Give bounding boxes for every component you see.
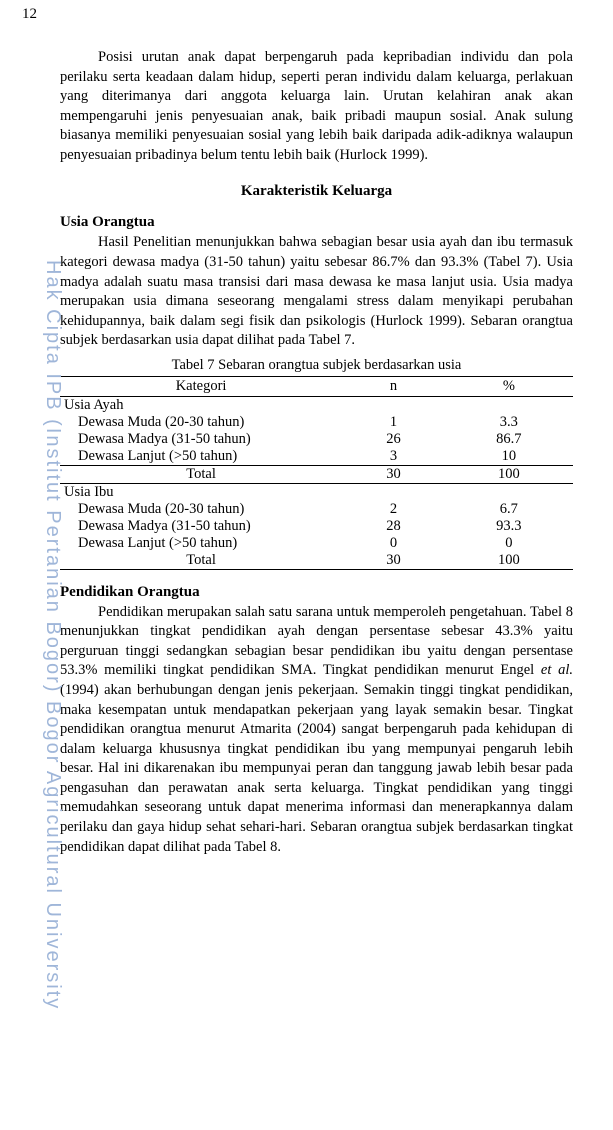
paragraph-2-text: Hasil Penelitian menunjukkan bahwa sebag…	[60, 234, 573, 348]
total-label: Total	[60, 465, 342, 483]
cell-n: 26	[342, 431, 445, 448]
paragraph-3-text-b: (1994) akan berhubungan dengan jenis pek…	[60, 682, 573, 855]
table-row: Dewasa Madya (31-50 tahun) 28 93.3	[60, 518, 573, 535]
page-number: 12	[22, 6, 37, 23]
table-row: Dewasa Lanjut (>50 tahun) 0 0	[60, 535, 573, 552]
table-row: Dewasa Muda (20-30 tahun) 1 3.3	[60, 414, 573, 431]
subheading-usia-orangtua: Usia Orangtua	[60, 214, 573, 231]
total-n: 30	[342, 465, 445, 483]
cell-n: 28	[342, 518, 445, 535]
cell-label: Dewasa Muda (20-30 tahun)	[60, 414, 342, 431]
total-pct: 100	[445, 465, 573, 483]
cell-label: Dewasa Madya (31-50 tahun)	[60, 431, 342, 448]
col-header-pct: %	[445, 376, 573, 396]
cell-pct: 6.7	[445, 501, 573, 518]
cell-label: Dewasa Muda (20-30 tahun)	[60, 501, 342, 518]
group-label: Usia Ayah	[60, 396, 342, 414]
cell-n: 3	[342, 448, 445, 466]
total-n: 30	[342, 552, 445, 570]
total-label: Total	[60, 552, 342, 570]
table-group-row: Usia Ayah	[60, 396, 573, 414]
cell-label: Dewasa Lanjut (>50 tahun)	[60, 448, 342, 466]
table-group-row: Usia Ibu	[60, 483, 573, 501]
cell-pct: 3.3	[445, 414, 573, 431]
paragraph-1-text: Posisi urutan anak dapat berpengaruh pad…	[60, 49, 573, 163]
page: 12 Hak Cipta IPB (Institut Pertanian Bog…	[0, 0, 613, 1130]
cell-pct: 0	[445, 535, 573, 552]
cell-n: 1	[342, 414, 445, 431]
total-pct: 100	[445, 552, 573, 570]
cell-label: Dewasa Madya (31-50 tahun)	[60, 518, 342, 535]
paragraph-3: Pendidikan merupakan salah satu sarana u…	[60, 603, 573, 857]
paragraph-1: Posisi urutan anak dapat berpengaruh pad…	[60, 48, 573, 165]
table-row: Dewasa Lanjut (>50 tahun) 3 10	[60, 448, 573, 466]
section-title: Karakteristik Keluarga	[60, 183, 573, 200]
col-header-kategori: Kategori	[60, 376, 342, 396]
paragraph-2: Hasil Penelitian menunjukkan bahwa sebag…	[60, 233, 573, 350]
subheading-pendidikan-orangtua: Pendidikan Orangtua	[60, 584, 573, 601]
cell-pct: 10	[445, 448, 573, 466]
cell-label: Dewasa Lanjut (>50 tahun)	[60, 535, 342, 552]
table-7: Kategori n % Usia Ayah Dewasa Muda (20-3…	[60, 376, 573, 570]
col-header-n: n	[342, 376, 445, 396]
paragraph-3-italic: et al.	[541, 662, 573, 678]
table-total-row: Total 30 100	[60, 552, 573, 570]
table-row: Dewasa Muda (20-30 tahun) 2 6.7	[60, 501, 573, 518]
cell-pct: 93.3	[445, 518, 573, 535]
table-header-row: Kategori n %	[60, 376, 573, 396]
cell-pct: 86.7	[445, 431, 573, 448]
paragraph-3-text-a: Pendidikan merupakan salah satu sarana u…	[60, 604, 573, 679]
cell-n: 2	[342, 501, 445, 518]
table7-caption: Tabel 7 Sebaran orangtua subjek berdasar…	[60, 357, 573, 374]
group-label: Usia Ibu	[60, 483, 342, 501]
table-total-row: Total 30 100	[60, 465, 573, 483]
table-row: Dewasa Madya (31-50 tahun) 26 86.7	[60, 431, 573, 448]
cell-n: 0	[342, 535, 445, 552]
